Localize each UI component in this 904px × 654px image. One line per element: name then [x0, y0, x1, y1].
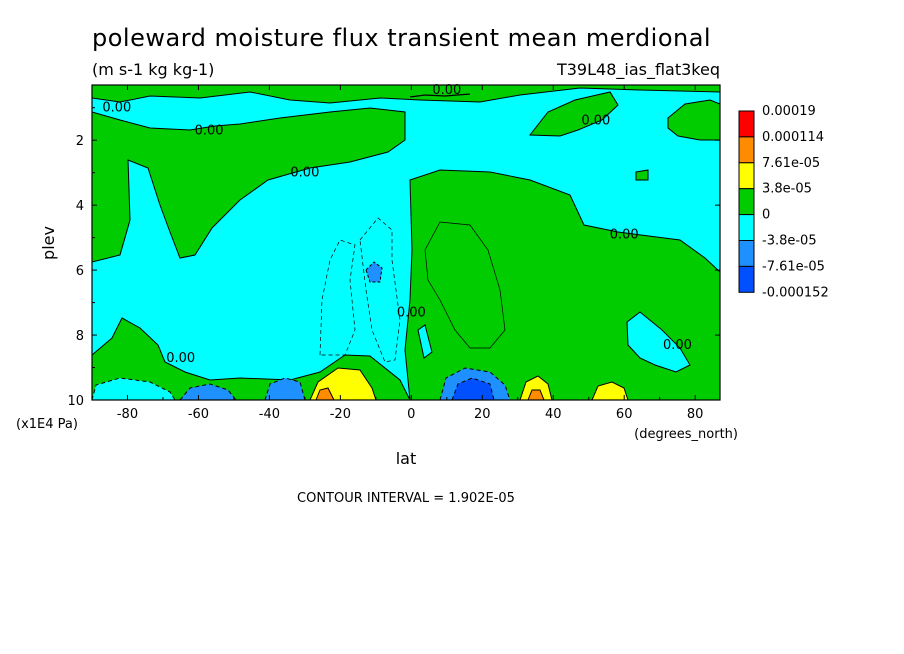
y-tick-label: 8: [76, 329, 84, 344]
region-green-top: [92, 85, 720, 104]
y-tick-label: 4: [76, 199, 84, 214]
contour-label: 0.00: [432, 83, 461, 98]
colorbar-label: -0.000152: [762, 285, 829, 300]
colorbar-swatch: [738, 214, 755, 242]
contour-line-top-1: [409, 93, 471, 98]
plot-frame: [91, 84, 721, 401]
x-tick-label: 60: [616, 407, 633, 422]
colorbar-label: 7.61e-05: [762, 156, 820, 171]
region-blue-mid: [365, 261, 383, 283]
region-cyan-notch-2: [417, 324, 433, 359]
x-tick-label: -40: [259, 407, 280, 422]
colorbar-swatch: [738, 110, 755, 138]
colorbar-swatch: [738, 188, 755, 216]
region-blue-bottom-1: [179, 383, 237, 400]
contour-labels: 0.00 0.00 0.00 0.00 0.00 0.00 0.00 0.00 0.00: [102, 83, 692, 366]
colorbar-label: -7.61e-05: [762, 259, 825, 274]
contour-label: 0.00: [166, 351, 195, 366]
colorbar-swatch: [738, 265, 755, 293]
region-orange-bottom-2: [527, 389, 545, 400]
colorbar-label: -3.8e-05: [762, 234, 817, 249]
x-tick-label: -20: [330, 407, 351, 422]
colorbar-swatch: [738, 162, 755, 190]
y-axis-label: plev: [39, 226, 58, 260]
contour-line-neg-2: [359, 217, 401, 363]
y-tick-label: 6: [76, 264, 84, 279]
y-tick-label: 10: [67, 394, 84, 409]
contour-label: 0.00: [397, 305, 426, 320]
region-green-small: [635, 169, 649, 181]
contour-label: 0.00: [290, 166, 319, 181]
y-tick-label: 2: [76, 134, 84, 149]
y-axis-units: (x1E4 Pa): [16, 417, 78, 432]
region-cyan-notch-1: [626, 311, 691, 373]
region-green-left: [92, 107, 406, 263]
region-green-upper-right: [528, 91, 619, 137]
region-yellow-bottom-2: [519, 375, 553, 400]
region-yellow-bottom-3: [591, 381, 629, 400]
colorbar: 0.00019 0.000114 7.61e-05 3.8e-05 0 -3.8e-05 -…: [738, 104, 829, 300]
colorbar-label: 0: [762, 208, 770, 223]
x-tick-label: -60: [188, 407, 209, 422]
contour-field: [92, 85, 720, 400]
chart-title: poleward moisture flux transient mean me…: [92, 24, 711, 52]
x-tick-label: 40: [545, 407, 562, 422]
region-darkblue-bottom-3: [451, 377, 495, 400]
run-label: T39L48_ias_flat3keq: [556, 60, 720, 80]
x-tick-label: -80: [117, 407, 138, 422]
colorbar-swatch: [738, 136, 755, 164]
contour-label: 0.00: [663, 338, 692, 353]
x-axis: -80 -60 -40 -20 0 20 40 60 80: [91, 85, 704, 422]
units-label: (m s-1 kg kg-1): [92, 60, 214, 79]
region-orange-bottom-1: [315, 387, 335, 400]
colorbar-label: 0.00019: [762, 104, 816, 119]
colorbar-label: 0.000114: [762, 130, 824, 145]
x-tick-label: 80: [687, 407, 704, 422]
contour-label: 0.00: [195, 123, 224, 138]
contour-line-pos: [424, 221, 506, 349]
contour-line-neg-1: [319, 239, 356, 356]
x-tick-label: 0: [407, 407, 415, 422]
x-tick-label: 20: [474, 407, 491, 422]
contour-label: 0.00: [581, 114, 610, 129]
colorbar-label: 3.8e-05: [762, 182, 812, 197]
y-axis: 2 4 6 8 10: [67, 107, 720, 409]
colorbar-swatch: [738, 240, 755, 267]
region-cyan-bottom-4: [92, 377, 176, 400]
contour-label: 0.00: [102, 101, 131, 116]
x-axis-units: (degrees_north): [634, 427, 738, 442]
region-blue-bottom-2: [264, 377, 306, 400]
region-green-right-edge: [667, 99, 720, 141]
contour-label: 0.00: [610, 227, 639, 242]
contour-interval: CONTOUR INTERVAL = 1.902E-05: [297, 491, 515, 506]
x-axis-label: lat: [396, 449, 417, 468]
